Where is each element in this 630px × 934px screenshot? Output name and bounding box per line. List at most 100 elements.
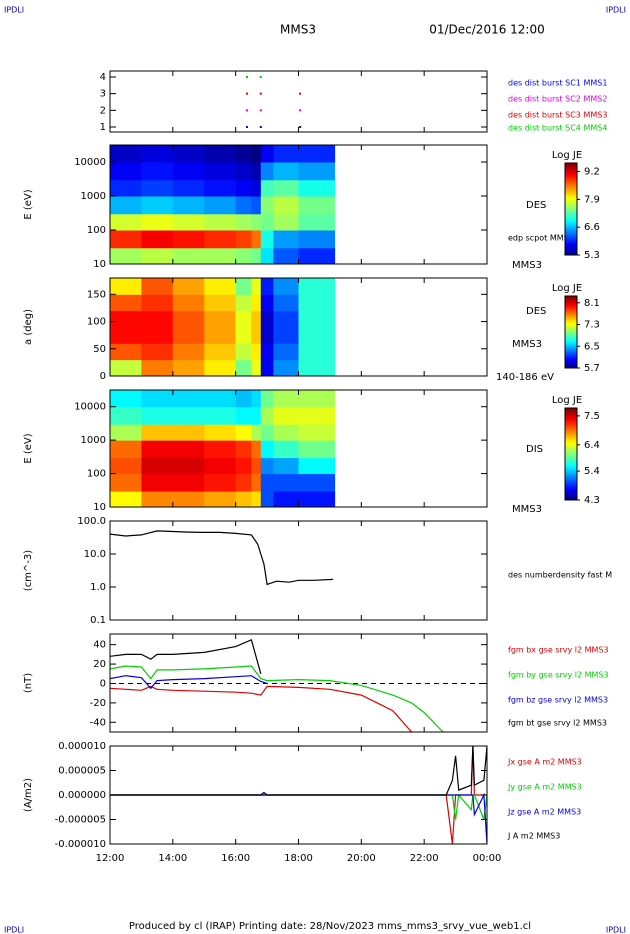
colorbar-strip [565,222,577,226]
y-tick-label: 1000 [81,435,106,446]
colorbar-strip [565,362,577,365]
y-axis-label: E (eV) [23,433,34,463]
spectrogram-cell [172,440,205,459]
spectrogram-cell [204,162,237,181]
colorbar-strip [565,179,577,182]
colorbar-strip [565,211,577,215]
burst-dot [245,109,248,112]
spectrogram-cell [298,294,336,312]
spectrogram-cell [235,213,252,231]
colorbar-strip [565,312,577,315]
colorbar-strip [565,299,577,302]
y-tick-label: 100.0 [77,516,106,527]
spectrogram-cell [273,278,299,295]
spectrogram-cell [172,145,205,163]
annotation: edp scpot MMS3 [508,234,574,243]
colorbar-strip [565,308,577,311]
spectrogram-cell [110,310,142,328]
colorbar-strip [565,248,577,251]
spectrogram-cell [110,390,142,408]
series-line [110,665,444,732]
burst-dot [245,92,248,95]
colorbar-strip [565,218,577,221]
y-tick-label: 150 [87,289,106,300]
spectrogram-cell [298,310,336,328]
spectrogram-cell [141,359,174,376]
spectrogram-cell [172,406,205,425]
spectrogram-cell [235,406,252,425]
spectrogram-cell [260,145,274,163]
spectrogram-cell [172,424,205,441]
colorbar-strip [565,444,577,448]
colorbar-strip [565,335,577,338]
legend-label: des numberdensity fast M [508,571,612,580]
colorbar-strip [565,495,577,499]
spectrogram-cell [110,406,142,425]
spectrogram-cell [273,343,299,361]
y-tick-label: 1.0 [90,582,106,593]
y-tick-label: -0.000010 [55,839,106,850]
spectrogram-cell [172,162,205,181]
y-tick-label: -40 [90,717,106,728]
spectrogram-cell [141,406,174,425]
spectrogram-cell [251,278,262,295]
spectrogram-cell [235,390,252,408]
colorbar-strip [565,188,577,192]
logo: IPDLI [606,6,626,15]
colorbar-strip [565,437,577,441]
colorbar-tick-label: 7.3 [584,320,600,331]
spectrogram-cell [273,406,299,425]
spectrogram-cell [204,145,237,163]
spectrogram-cell [110,457,142,475]
y-tick-label: 10000 [74,402,106,413]
y-tick-label: 40 [93,640,106,651]
spectrogram-cell [172,457,205,475]
colorbar-strip [565,447,577,450]
spectrogram-cell [273,310,299,328]
spectrogram-cell [273,196,299,215]
burst-dot [299,92,302,95]
spectrogram-cell [251,390,262,408]
series-line [110,530,334,586]
y-tick-label: 1 [100,122,106,133]
colorbar-strip [565,225,577,228]
colorbar-strip [565,306,577,310]
spectrogram-cell [110,440,142,459]
spectrogram-cell [172,327,205,344]
y-tick-label: 100 [87,225,106,236]
spectrogram-cell [172,213,205,231]
spectrogram-cell [260,440,274,459]
spectrogram-cell [110,230,142,249]
spectrogram-cell [260,247,274,264]
spectrogram-cell [260,491,274,507]
series-line [110,746,487,796]
colorbar-strip [565,315,577,319]
y-tick-label: 100 [87,317,106,328]
legend-label: fgm bt gse srvy l2 MMS3 [508,719,607,728]
y-tick-label: 1000 [81,191,106,202]
colorbar-strip [565,341,577,344]
colorbar-tick-label: 6.5 [584,341,600,352]
spectrogram-cell [235,196,252,215]
colorbar-strip [565,227,577,231]
colorbar-label: Log JE [552,150,582,161]
y-axis-label: (nT) [23,673,34,693]
colorbar-strip [565,474,577,478]
spectrogram-cell [110,145,142,163]
spectrogram-cell [110,278,142,295]
colorbar-strip [565,431,577,434]
panel-frame [109,70,488,133]
spectrogram-cell [273,440,299,459]
colorbar-strip [565,364,577,367]
spectrogram-cell [172,473,205,492]
colorbar-strip [565,353,577,356]
colorbar-strip [565,324,577,328]
spectrogram-cell [260,343,274,361]
colorbar-strip [565,332,577,335]
spectrogram-cell [110,179,142,197]
colorbar-strip [565,330,577,333]
colorbar-strip [565,234,577,238]
spectrogram-cell [273,457,299,475]
colorbar-strip [565,442,577,446]
spectrogram-cell [273,213,299,231]
